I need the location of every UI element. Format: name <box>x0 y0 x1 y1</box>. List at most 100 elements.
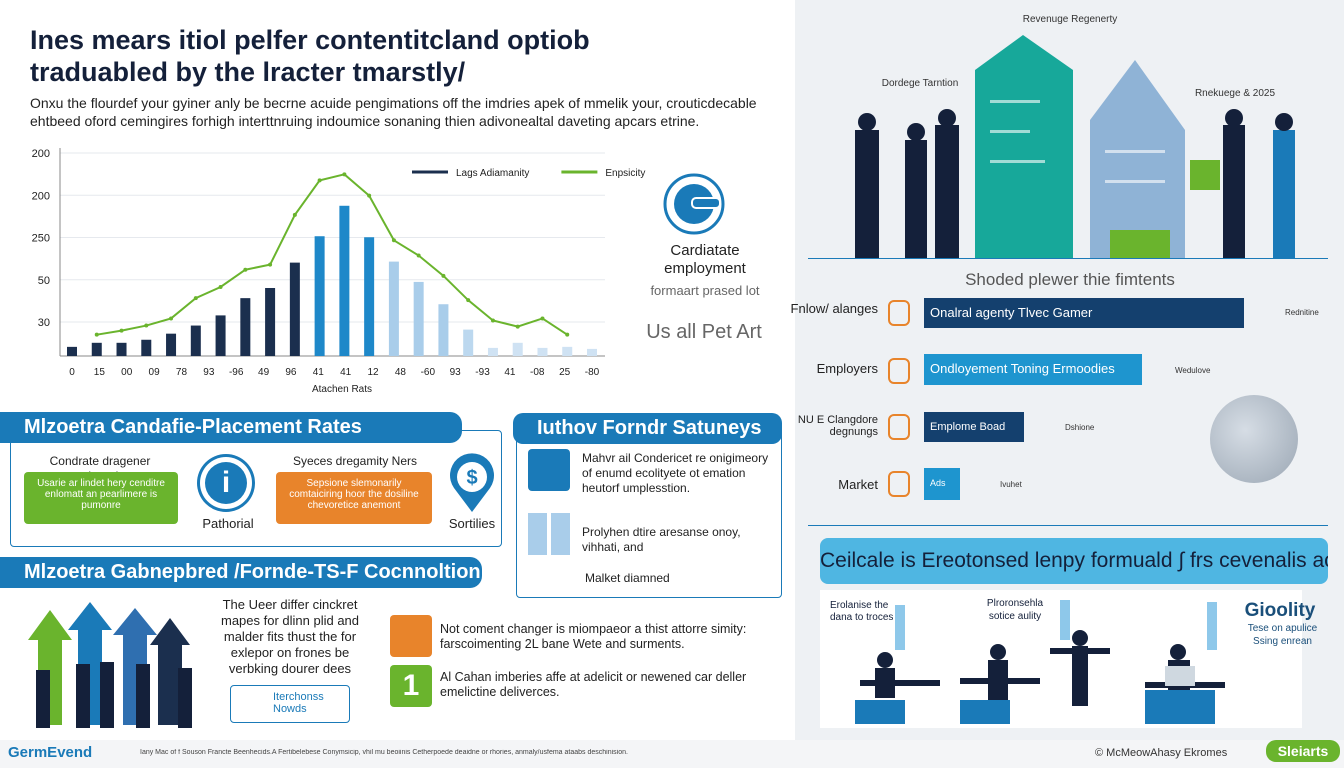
point <box>119 328 124 333</box>
row-bar: Ads <box>924 468 960 500</box>
bar <box>91 342 102 356</box>
grid-icon <box>528 513 570 555</box>
svg-text:$: $ <box>466 467 477 489</box>
row-icon <box>888 471 910 497</box>
survey-item: Mahvr ail Condericet re onigimeory of en… <box>582 451 769 495</box>
x-tick-label: 0 <box>69 367 75 378</box>
row-label: Employers <box>816 361 878 376</box>
hero-label: Revenuge Regenerty <box>1022 14 1118 25</box>
hero-label: Rnekuege & 2025 <box>1194 88 1276 99</box>
point <box>540 316 545 321</box>
button[interactable]: Iterchonss Nowds <box>230 685 350 723</box>
x-tick-label: 25 <box>559 367 571 378</box>
legend-label: Lags Adiamanity <box>456 168 529 179</box>
row-label: Fnlow/ alanges <box>790 301 878 316</box>
point <box>490 318 495 323</box>
point <box>565 332 570 337</box>
row-label: Market <box>838 477 878 492</box>
icon <box>663 173 725 235</box>
point <box>515 324 520 329</box>
bar <box>463 329 474 356</box>
row-icon <box>888 358 910 384</box>
formula-item: Plroronsehla sotice aulity <box>986 598 1044 622</box>
point <box>243 267 248 272</box>
subtitle-line: Onxu the flourdef your gyiner anly be be… <box>30 95 757 111</box>
row-icon <box>888 300 910 326</box>
desk-illustration <box>855 600 1225 724</box>
line <box>96 173 568 336</box>
title: Ines mears itiol pelfer contentitcland o… <box>30 24 590 88</box>
x-tick-label: 12 <box>367 367 379 378</box>
info-icon: i <box>200 457 252 509</box>
banner: Iuthov Forndr Satuneys <box>513 413 782 444</box>
highlight: Gioolity <box>1244 600 1316 621</box>
point <box>317 178 322 183</box>
x-tick-label: 78 <box>176 367 188 378</box>
bar <box>413 281 424 356</box>
bar <box>141 339 152 356</box>
survey-footer: Malket diamned <box>585 571 670 585</box>
chart-icon <box>390 615 432 657</box>
row-tag: Wedulove <box>1175 366 1211 375</box>
point <box>144 323 149 328</box>
formula-item: Erolanise the dana to troces <box>830 600 894 623</box>
bar <box>190 325 201 356</box>
x-tick-label: 93 <box>203 367 215 378</box>
point <box>94 332 99 337</box>
highlight-note: Tese on apulice Ssing enrean <box>1247 623 1318 647</box>
row-tag: Rednitine <box>1285 308 1319 317</box>
brand: GermEvend <box>8 744 93 761</box>
row-tag: Ivuhet <box>1000 480 1022 489</box>
bar <box>537 347 548 356</box>
bar <box>166 333 177 356</box>
point <box>342 172 347 177</box>
icon-label: Sortilies <box>448 516 496 531</box>
y-tick-label: 200 <box>32 190 50 202</box>
x-tick-label: 00 <box>121 367 133 378</box>
x-axis-label: Atachen Rats <box>312 384 372 395</box>
subtitle-line: ehtbeed oford cemingires forhigh intertt… <box>30 113 700 129</box>
bar <box>265 287 276 356</box>
y-tick-label: 50 <box>38 275 50 287</box>
title-line: traduabled by the lracter tmarstly/ <box>30 57 466 87</box>
point <box>218 284 223 289</box>
row-bar: Emplome Boad <box>924 412 1024 442</box>
connection-text: The Ueer differ cinckret mapes for dlinn… <box>220 597 360 676</box>
row-bar: Ondloyement Toning Ermoodies <box>924 354 1142 385</box>
globe <box>1210 395 1298 483</box>
hero-label: Dordege Tarntion <box>881 78 959 89</box>
point <box>466 298 471 303</box>
divider <box>808 525 1328 526</box>
row-icon <box>888 414 910 440</box>
bar <box>364 237 375 356</box>
feature-note: Us all Pet Art <box>646 321 762 343</box>
x-tick-label: -93 <box>475 367 490 378</box>
number-icon: 1 <box>390 665 432 707</box>
bar <box>512 342 523 356</box>
bar <box>215 315 226 356</box>
feature-title: Cardiatate employment <box>664 242 746 277</box>
x-tick-label: 41 <box>340 367 352 378</box>
banner: Mlzoetra Gabnepbred /Fornde-TS-F Cocnnol… <box>0 557 482 588</box>
footer <box>0 740 1344 768</box>
point <box>169 316 174 321</box>
x-tick-label: -60 <box>421 367 436 378</box>
row-tag: Dshione <box>1065 423 1095 432</box>
text-box: Usarie ar lindet hery cenditre enlomatt … <box>24 472 178 524</box>
legend-label: Enpsicity <box>605 168 645 179</box>
chart: 200 200 250 50 30 0 15 00 09 78 93 -96 49 96 41 41 12 48 -… <box>32 148 645 395</box>
text-box: Sepsione slemonarily comtaiciring hoor t… <box>276 472 432 524</box>
point <box>268 262 273 267</box>
point <box>292 212 297 217</box>
x-tick-label: -96 <box>229 367 244 378</box>
y-tick-label: 30 <box>38 317 50 329</box>
illustration <box>28 602 192 728</box>
footer-text: Iany Mac of f Souson Francte Beenhecids.… <box>140 749 628 756</box>
bar <box>67 346 77 356</box>
bar <box>587 348 597 356</box>
point <box>441 273 446 278</box>
connection-item: Not coment changer is miompaeor a thist … <box>440 622 747 651</box>
people-icon <box>528 449 570 491</box>
point <box>416 253 421 258</box>
